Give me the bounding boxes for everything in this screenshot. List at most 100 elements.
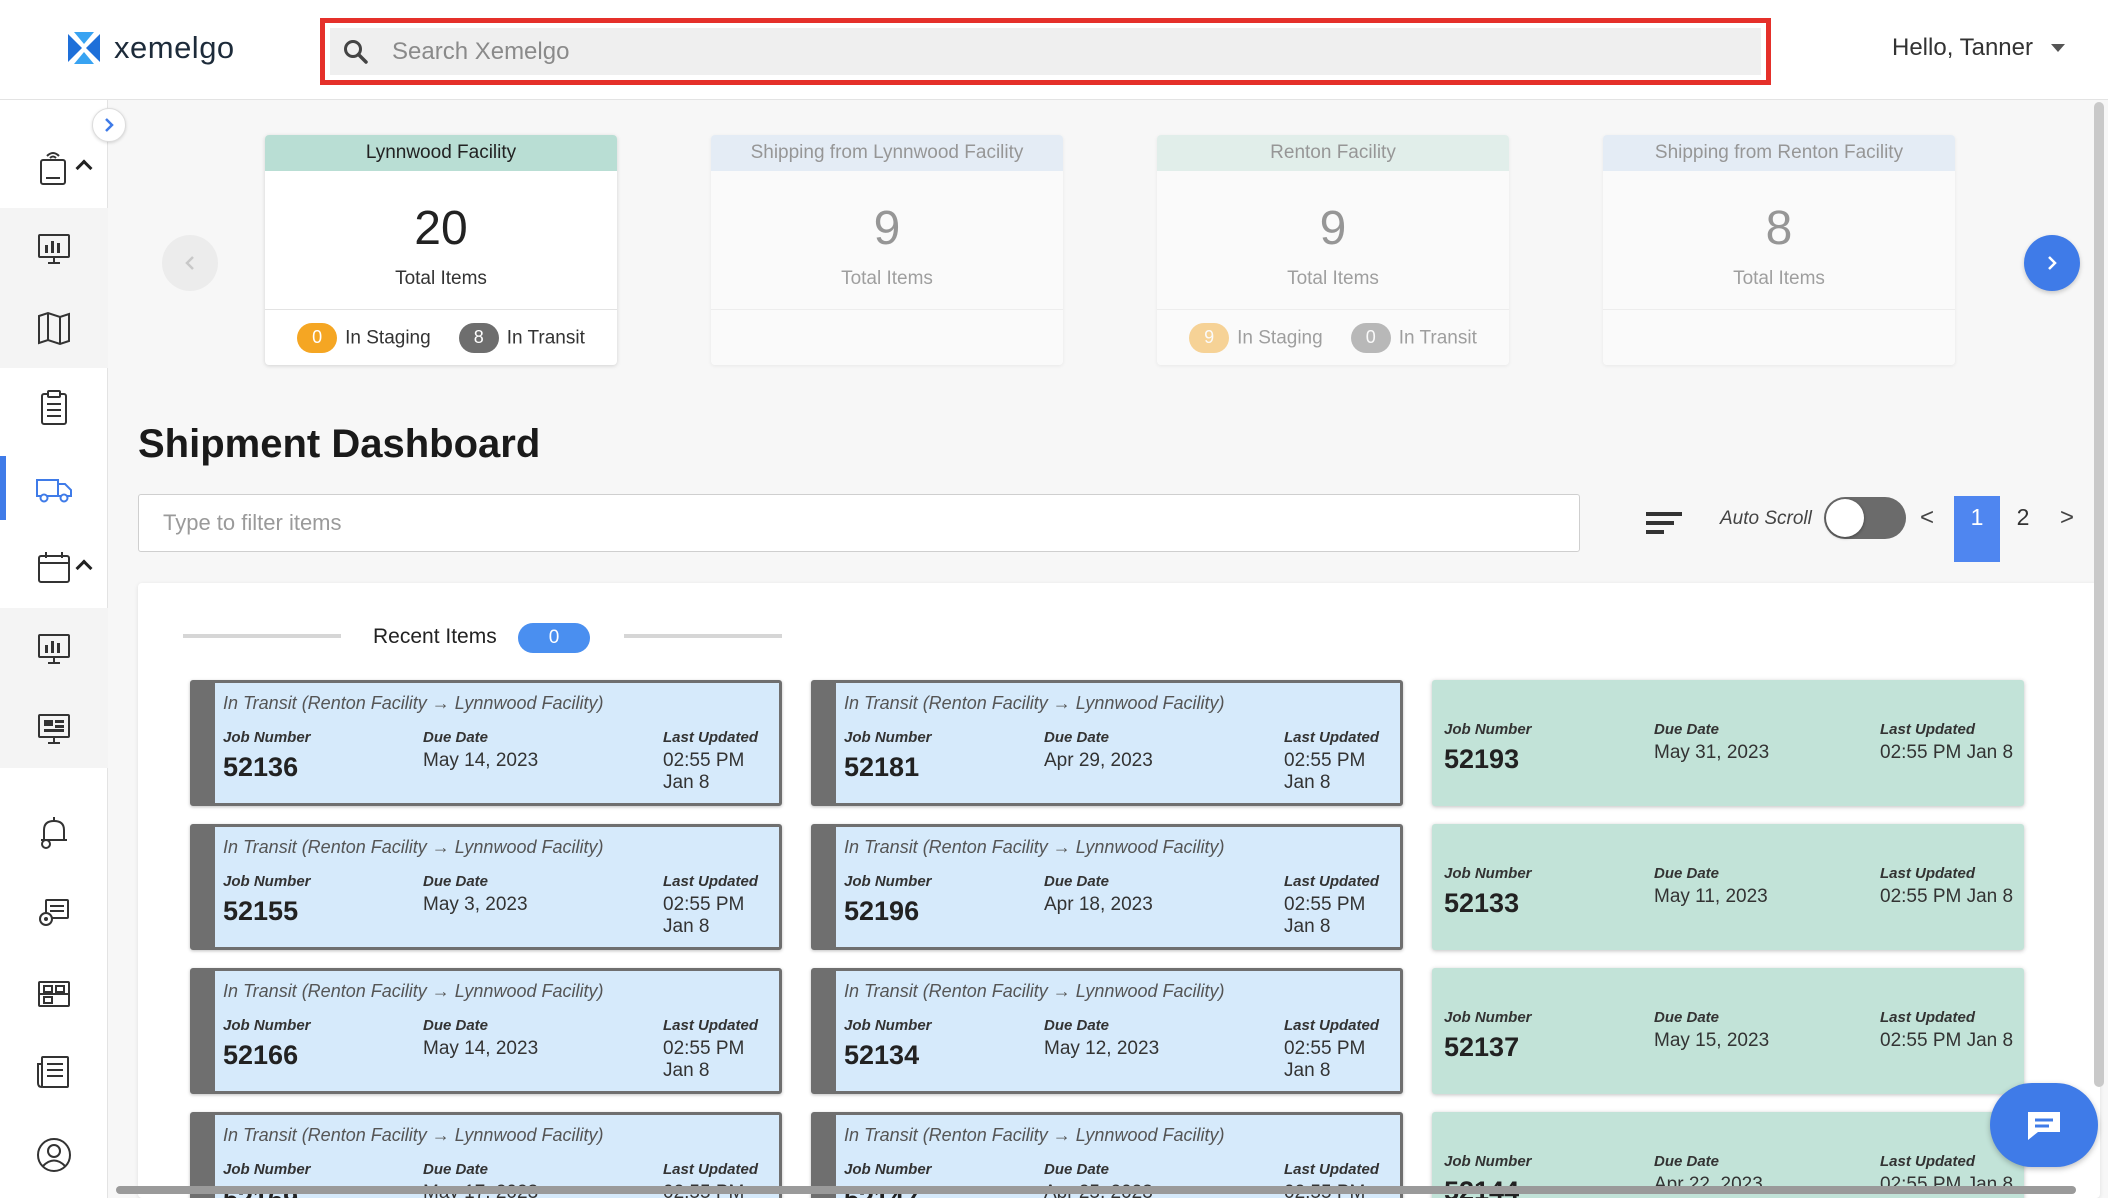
summary-card-subtitle: Total Items bbox=[1287, 268, 1379, 289]
shipment-card[interactable]: In Transit (Renton Facility → Lynnwood F… bbox=[811, 968, 1403, 1094]
sidebar-item-tracking-dashboard[interactable] bbox=[0, 208, 108, 288]
summary-card-title: Renton Facility bbox=[1157, 135, 1509, 171]
summary-card-footer: 0 In Staging 8 In Transit bbox=[265, 309, 617, 365]
sidebar-item-profile[interactable] bbox=[0, 1115, 108, 1195]
sort-icon[interactable] bbox=[1646, 508, 1684, 538]
sidebar-item-tracking[interactable] bbox=[0, 128, 108, 208]
chevron-down-icon bbox=[2050, 44, 2065, 52]
due-date-label: Due Date bbox=[1654, 721, 1720, 738]
staging-label: In Staging bbox=[1237, 327, 1323, 348]
sidebar-item-orders[interactable] bbox=[0, 368, 108, 448]
transit-stat: 0 In Transit bbox=[1350, 322, 1477, 353]
due-date-label: Due Date bbox=[1654, 1009, 1720, 1026]
due-date-label: Due Date bbox=[423, 1017, 489, 1034]
user-menu[interactable]: Hello, Tanner bbox=[1892, 34, 2065, 62]
last-updated-field: Last Updated 02:55 PM Jan 8 bbox=[1284, 873, 1400, 938]
last-updated-value: 02:55 PM Jan 8 bbox=[1284, 750, 1366, 793]
shipment-card[interactable]: In Transit (Renton Facility → Lynnwood F… bbox=[190, 824, 782, 950]
job-number-field: Job Number 52193 bbox=[1444, 721, 1532, 775]
last-updated-value: 02:55 PM Jan 8 bbox=[1880, 886, 2014, 907]
last-updated-value: 02:55 PM Jan 8 bbox=[1880, 742, 2014, 763]
due-date-field: Due Date May 11, 2023 bbox=[1654, 865, 1768, 908]
sidebar-item-map[interactable] bbox=[0, 288, 108, 368]
search-bar[interactable] bbox=[330, 28, 1761, 75]
calendar-icon bbox=[38, 552, 70, 583]
last-updated-value: 02:55 PM Jan 8 bbox=[1880, 1030, 2014, 1051]
due-date-field: Due Date Apr 29, 2023 bbox=[1044, 729, 1153, 772]
sidebar-expand-button[interactable] bbox=[92, 108, 126, 142]
last-updated-value: 02:55 PM Jan 8 bbox=[663, 894, 745, 937]
auto-scroll-label: Auto Scroll bbox=[1720, 508, 1812, 529]
pager-page-2[interactable]: 2 bbox=[2016, 504, 2030, 530]
due-date-label: Due Date bbox=[423, 729, 489, 746]
due-date-value: May 31, 2023 bbox=[1654, 742, 1770, 763]
sidebar-item-alerts[interactable] bbox=[0, 792, 108, 872]
last-updated-field: Last Updated 02:55 PM Jan 8 bbox=[1880, 1009, 2013, 1052]
page-title: Shipment Dashboard bbox=[138, 422, 541, 466]
due-date-value: May 12, 2023 bbox=[1044, 1038, 1160, 1059]
shipment-card[interactable]: Job Number 52193 Due Date May 31, 2023 Last … bbox=[1432, 680, 2024, 806]
shipment-card[interactable]: In Transit (Renton Facility → Lynnwood F… bbox=[190, 968, 782, 1094]
logo[interactable]: xemelgo bbox=[66, 30, 235, 66]
shipment-card[interactable]: In Transit (Renton Facility → Lynnwood F… bbox=[190, 1112, 782, 1198]
staging-count-badge: 0 bbox=[297, 322, 338, 353]
due-date-value: Apr 29, 2023 bbox=[1044, 750, 1153, 771]
truck-icon bbox=[36, 479, 72, 503]
due-date-field: Due Date Apr 18, 2023 bbox=[1044, 873, 1153, 916]
sidebar-item-inventory[interactable] bbox=[0, 952, 108, 1032]
shipment-card[interactable]: Job Number 52133 Due Date May 11, 2023 Last … bbox=[1432, 824, 2024, 950]
shipment-status: In Transit (Renton Facility → Lynnwood F… bbox=[223, 981, 604, 1001]
job-number-field: Job Number 52134 bbox=[844, 1017, 932, 1071]
carousel-prev-button[interactable] bbox=[162, 235, 218, 291]
shipment-card[interactable]: In Transit (Renton Facility → Lynnwood F… bbox=[811, 1112, 1403, 1198]
sidebar-item-configuration[interactable] bbox=[0, 872, 108, 952]
due-date-label: Due Date bbox=[1044, 729, 1110, 746]
auto-scroll-toggle[interactable] bbox=[1824, 497, 1906, 539]
inventory-icon bbox=[38, 981, 70, 1007]
last-updated-label: Last Updated bbox=[1880, 865, 1976, 882]
due-date-label: Due Date bbox=[1654, 1153, 1720, 1170]
job-number-field: Job Number 52155 bbox=[223, 873, 311, 927]
sidebar-item-reports[interactable] bbox=[0, 1032, 108, 1112]
pager-prev-button[interactable]: < bbox=[1920, 504, 1935, 531]
search-input[interactable] bbox=[392, 37, 1692, 66]
vertical-scrollbar[interactable] bbox=[2094, 102, 2104, 1087]
search-icon bbox=[344, 39, 368, 64]
sidebar-item-scheduling-board[interactable] bbox=[0, 688, 108, 768]
due-date-field: Due Date May 14, 2023 bbox=[423, 729, 538, 772]
summary-card-footer bbox=[711, 309, 1063, 365]
shipment-card[interactable]: In Transit (Renton Facility → Lynnwood F… bbox=[190, 680, 782, 806]
chat-button[interactable] bbox=[1990, 1083, 2098, 1167]
job-number-label: Job Number bbox=[1444, 721, 1532, 738]
chevron-right-icon bbox=[2048, 256, 2057, 270]
last-updated-label: Last Updated bbox=[663, 1161, 759, 1178]
sidebar-item-scheduling-dashboard[interactable] bbox=[0, 608, 108, 688]
summary-card-shipping-lynnwood[interactable]: Shipping from Lynnwood Facility 9 Total … bbox=[711, 135, 1063, 365]
sidebar-item-shipments[interactable] bbox=[0, 448, 108, 528]
chevron-up-icon bbox=[75, 559, 93, 577]
pager-next-button[interactable]: > bbox=[2060, 504, 2075, 531]
summary-card-renton[interactable]: Renton Facility 9 Total Items 9 In Stagin… bbox=[1157, 135, 1509, 365]
job-number-value: 52193 bbox=[1444, 744, 1520, 774]
job-number-label: Job Number bbox=[1444, 865, 1532, 882]
summary-card-shipping-renton[interactable]: Shipping from Renton Facility 8 Total It… bbox=[1603, 135, 1955, 365]
shipment-card[interactable]: In Transit (Renton Facility → Lynnwood F… bbox=[811, 824, 1403, 950]
clipboard-icon bbox=[41, 390, 67, 425]
xemelgo-logo-icon bbox=[68, 32, 100, 64]
transit-label: In Transit bbox=[506, 327, 585, 348]
summary-card-subtitle: Total Items bbox=[1733, 268, 1825, 289]
last-updated-label: Last Updated bbox=[1880, 1009, 1976, 1026]
carousel-next-button[interactable] bbox=[2024, 235, 2080, 291]
shipment-card[interactable]: Job Number 52137 Due Date May 15, 2023 Last … bbox=[1432, 968, 2024, 1094]
job-number-value: 52196 bbox=[844, 896, 920, 926]
sidebar-item-scheduling[interactable] bbox=[0, 528, 108, 608]
pager-page-1[interactable]: 1 bbox=[1954, 496, 2000, 562]
shipment-card[interactable]: In Transit (Renton Facility → Lynnwood F… bbox=[811, 680, 1403, 806]
last-updated-field: Last Updated 02:55 PM Jan 8 bbox=[1284, 729, 1400, 794]
horizontal-scrollbar[interactable] bbox=[116, 1186, 2076, 1194]
filter-input[interactable] bbox=[138, 494, 1580, 552]
summary-card-lynnwood[interactable]: Lynnwood Facility 20 Total Items 0 In Sta… bbox=[265, 135, 617, 365]
last-updated-field: Last Updated 02:55 PM Jan 8 bbox=[663, 729, 779, 794]
due-date-label: Due Date bbox=[1044, 1161, 1110, 1178]
